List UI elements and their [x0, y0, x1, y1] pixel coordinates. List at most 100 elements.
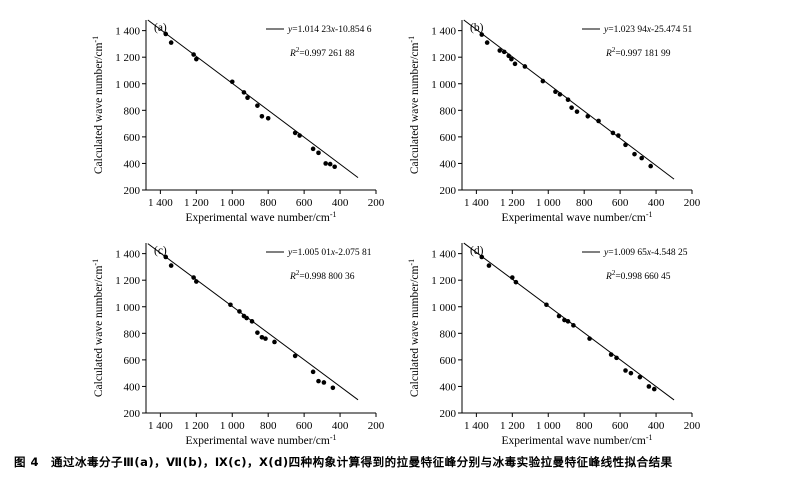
equation-x: x	[646, 248, 652, 258]
r2-symbol: R	[605, 272, 612, 282]
equation-x: x	[646, 25, 652, 35]
x-tick-label: 400	[648, 197, 665, 209]
equation-x: x	[330, 248, 336, 258]
x-tick-label: 1 200	[184, 197, 209, 209]
y-tick-label: 400	[124, 158, 141, 170]
y-tick-label: 800	[124, 328, 141, 340]
data-point	[316, 378, 321, 384]
x-axis-title: Experimental wave number/cm-1	[501, 210, 652, 224]
x-tick-label: 1 000	[220, 197, 245, 209]
data-point	[265, 115, 271, 121]
x-axis-title-sup: -1	[330, 210, 337, 219]
y-tick-label: 200	[440, 408, 457, 420]
data-point	[228, 302, 233, 308]
data-point	[484, 40, 490, 45]
data-point	[628, 370, 634, 376]
data-point	[163, 31, 169, 37]
legend-equation: y=1.009 65x-4.548 25	[603, 248, 688, 258]
x-axis-title: Experimental wave number/cm-1	[185, 433, 336, 447]
x-tick-label: 1 400	[148, 197, 173, 209]
y-axis-title-sup: -1	[91, 259, 100, 266]
data-point	[191, 275, 196, 280]
data-point	[544, 302, 549, 308]
data-point	[651, 386, 657, 392]
equation-slope: =1.009 65	[608, 248, 647, 258]
equation-slope: =1.023 94	[608, 25, 647, 35]
r2-value: =0.998 660 45	[615, 272, 670, 282]
equation-intercept: -25.474 51	[651, 25, 692, 35]
y-axis-title-text: Calculated wave number/cm	[93, 43, 105, 175]
y-tick-label: 1 200	[115, 275, 140, 287]
r2-sup: 2	[296, 269, 300, 277]
data-point	[569, 105, 574, 110]
y-tick-label: 1 200	[431, 275, 456, 287]
equation-x: x	[330, 25, 336, 35]
data-point	[168, 263, 174, 268]
x-tick-label: 600	[296, 420, 313, 432]
y-tick-label: 1 400	[115, 249, 140, 261]
y-tick-label: 1 000	[115, 302, 140, 314]
r2-value: =0.997 261 88	[299, 49, 354, 59]
y-tick-label: 800	[440, 328, 457, 340]
data-point	[623, 368, 628, 373]
x-tick-label: 1 200	[184, 420, 209, 432]
y-tick-label: 1 200	[115, 52, 140, 64]
data-point	[237, 309, 242, 314]
y-tick-label: 1 000	[431, 79, 456, 91]
chart-panel: 1 400 1 200 1 000 800 600 400 200 200 400 600 800 1…	[407, 19, 701, 224]
y-tick-label: 1 400	[431, 26, 456, 38]
y-axis-title-sup: -1	[407, 259, 416, 266]
y-tick-label: 1 000	[431, 302, 456, 314]
x-axis-title-text: Experimental wave number/cm	[501, 435, 645, 447]
y-tick-label: 200	[440, 185, 457, 197]
data-point	[556, 313, 562, 319]
data-point	[327, 161, 333, 167]
r2-symbol: R	[289, 272, 296, 282]
data-point	[501, 49, 507, 55]
data-point	[637, 374, 643, 380]
data-point	[510, 275, 515, 280]
y-axis-title: Calculated wave number/cm-1	[91, 36, 105, 174]
data-point	[512, 61, 518, 67]
data-point	[574, 109, 580, 114]
x-tick-label: 400	[648, 420, 665, 432]
y-axis-title-text: Calculated wave number/cm	[93, 266, 105, 398]
data-point	[310, 369, 316, 375]
data-point	[540, 78, 546, 84]
data-point	[571, 323, 576, 328]
data-point	[191, 52, 196, 57]
legend-r-squared: R2=0.998 660 45	[605, 269, 671, 282]
y-axis-title-text: Calculated wave number/cm	[409, 266, 421, 398]
r2-sup: 2	[296, 46, 300, 54]
equation-y: y	[287, 248, 293, 258]
r2-symbol: R	[605, 49, 612, 59]
data-point	[168, 40, 174, 45]
y-tick-label: 600	[124, 132, 141, 144]
data-point	[263, 336, 268, 341]
data-point	[648, 163, 653, 169]
x-tick-label: 800	[576, 420, 593, 432]
x-axis-title: Experimental wave number/cm-1	[501, 433, 652, 447]
data-point	[614, 355, 619, 361]
data-point	[509, 56, 514, 62]
x-tick-label: 1 000	[536, 197, 561, 209]
data-point	[244, 315, 249, 321]
y-axis-title-sup: -1	[407, 36, 416, 43]
panel-label: (b)	[470, 22, 484, 34]
y-tick-label: 200	[124, 408, 141, 420]
y-tick-label: 400	[440, 381, 457, 393]
equation-slope: =1.014 23	[292, 25, 331, 35]
x-tick-label: 1 200	[500, 197, 525, 209]
x-tick-label: 1 400	[464, 197, 489, 209]
panel-label: (a)	[154, 22, 167, 34]
x-axis-title-sup: -1	[646, 210, 653, 219]
x-tick-label: 200	[684, 420, 701, 432]
legend-r-squared: R2=0.998 800 36	[289, 269, 355, 282]
data-point	[616, 133, 621, 138]
y-tick-label: 400	[124, 381, 141, 393]
data-point	[610, 130, 616, 136]
y-tick-label: 600	[440, 132, 457, 144]
legend-equation: y=1.023 94x-25.474 51	[603, 25, 692, 35]
chart-panel: 1 400 1 200 1 000 800 600 400 200 200 400 600 800 1…	[91, 243, 385, 447]
